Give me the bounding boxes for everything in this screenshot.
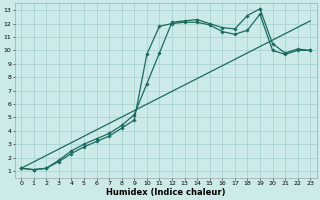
X-axis label: Humidex (Indice chaleur): Humidex (Indice chaleur) (106, 188, 225, 197)
